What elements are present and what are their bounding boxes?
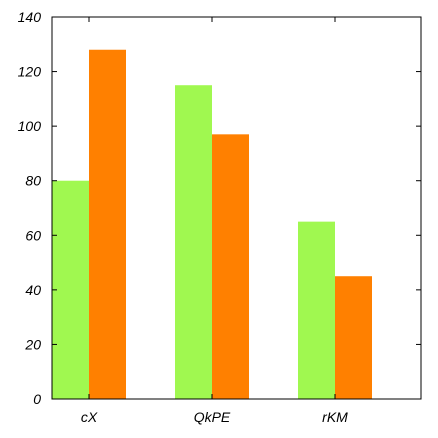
bar-rKM-series-1 [298,222,335,399]
y-tick-label-120: 120 [18,64,42,80]
y-tick-label-40: 40 [25,282,41,298]
y-tick-label-60: 60 [25,227,41,243]
x-tick-label-cX: cX [81,409,98,425]
bar-cX-series-1 [52,181,89,399]
y-tick-label-100: 100 [18,118,42,134]
y-tick-label-0: 0 [33,391,41,407]
bars-group [52,50,372,399]
bar-QkPE-series-1 [175,85,212,399]
x-tick-label-rKM: rKM [322,409,348,425]
y-tick-label-20: 20 [24,336,41,352]
bar-QkPE-series-2 [212,134,249,399]
bar-cX-series-2 [89,50,126,399]
y-tick-label-80: 80 [25,173,41,189]
y-tick-label-140: 140 [18,9,42,25]
bar-rKM-series-2 [335,276,372,399]
x-tick-label-QkPE: QkPE [194,409,231,425]
